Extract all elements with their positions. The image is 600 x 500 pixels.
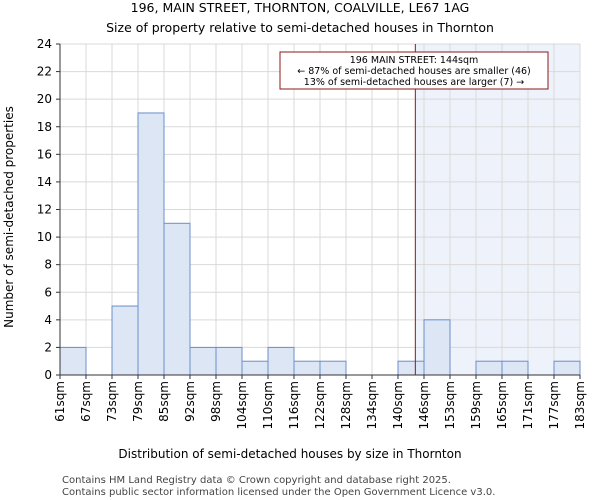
x-tick-label: 159sqm xyxy=(469,381,483,429)
bar xyxy=(59,346,87,376)
bar xyxy=(163,222,191,376)
x-tick-label: 92sqm xyxy=(183,381,197,422)
y-tick-label: 6 xyxy=(44,285,52,299)
y-tick-label: 10 xyxy=(37,230,52,244)
x-tick-label: 85sqm xyxy=(157,381,171,422)
x-tick-label: 134sqm xyxy=(365,381,379,429)
footer-line-2: Contains public sector information licen… xyxy=(62,487,495,498)
bar xyxy=(241,360,269,376)
bar xyxy=(293,360,321,376)
bar xyxy=(553,360,581,376)
x-tick-label: 79sqm xyxy=(131,381,145,422)
x-tick-label: 67sqm xyxy=(79,381,93,422)
x-tick-label: 122sqm xyxy=(313,381,327,429)
annotation-line-3: 13% of semi-detached houses are larger (… xyxy=(304,77,524,88)
x-tick-label: 153sqm xyxy=(443,381,457,429)
bar xyxy=(111,305,139,376)
annotation-box xyxy=(279,51,549,90)
y-tick-label: 18 xyxy=(37,120,52,134)
x-tick-label: 110sqm xyxy=(261,381,275,429)
x-tick-label: 116sqm xyxy=(287,381,301,429)
y-tick-label: 4 xyxy=(44,313,52,327)
y-tick-label: 14 xyxy=(37,175,52,189)
y-tick-label: 16 xyxy=(37,147,52,161)
x-tick-label: 73sqm xyxy=(105,381,119,422)
y-tick-label: 8 xyxy=(44,258,52,272)
bar xyxy=(267,346,295,376)
x-tick-label: 128sqm xyxy=(339,381,353,429)
y-tick-label: 12 xyxy=(37,203,52,217)
y-tick-label: 2 xyxy=(44,340,52,354)
x-tick-label: 61sqm xyxy=(53,381,67,422)
bar xyxy=(215,346,243,376)
chart-title: 196, MAIN STREET, THORNTON, COALVILLE, L… xyxy=(131,0,470,15)
footer-line-1: Contains HM Land Registry data © Crown c… xyxy=(62,475,451,486)
bar xyxy=(137,112,165,376)
y-tick-label: 20 xyxy=(37,92,52,106)
bar xyxy=(189,346,217,376)
x-tick-label: 98sqm xyxy=(209,381,223,422)
bar xyxy=(397,360,425,376)
bar xyxy=(501,360,529,376)
annotation-line-1: 196 MAIN STREET: 144sqm xyxy=(350,55,479,66)
x-tick-label: 177sqm xyxy=(547,381,561,429)
bar xyxy=(475,360,503,376)
x-tick-label: 140sqm xyxy=(391,381,405,429)
x-tick-label: 171sqm xyxy=(521,381,535,429)
x-tick-label: 104sqm xyxy=(235,381,249,429)
chart-subtitle: Size of property relative to semi-detach… xyxy=(106,20,494,35)
x-tick-label: 165sqm xyxy=(495,381,509,429)
x-axis-label: Distribution of semi-detached houses by … xyxy=(118,447,461,461)
y-tick-label: 24 xyxy=(37,37,52,51)
annotation-line-2: ← 87% of semi-detached houses are smalle… xyxy=(297,66,531,77)
y-tick-label: 0 xyxy=(44,368,52,382)
bar xyxy=(319,360,347,376)
bar xyxy=(423,319,451,376)
y-axis-label: Number of semi-detached properties xyxy=(2,106,16,328)
x-tick-label: 183sqm xyxy=(573,381,587,429)
y-tick-label: 22 xyxy=(37,65,52,79)
x-tick-label: 146sqm xyxy=(417,381,431,429)
